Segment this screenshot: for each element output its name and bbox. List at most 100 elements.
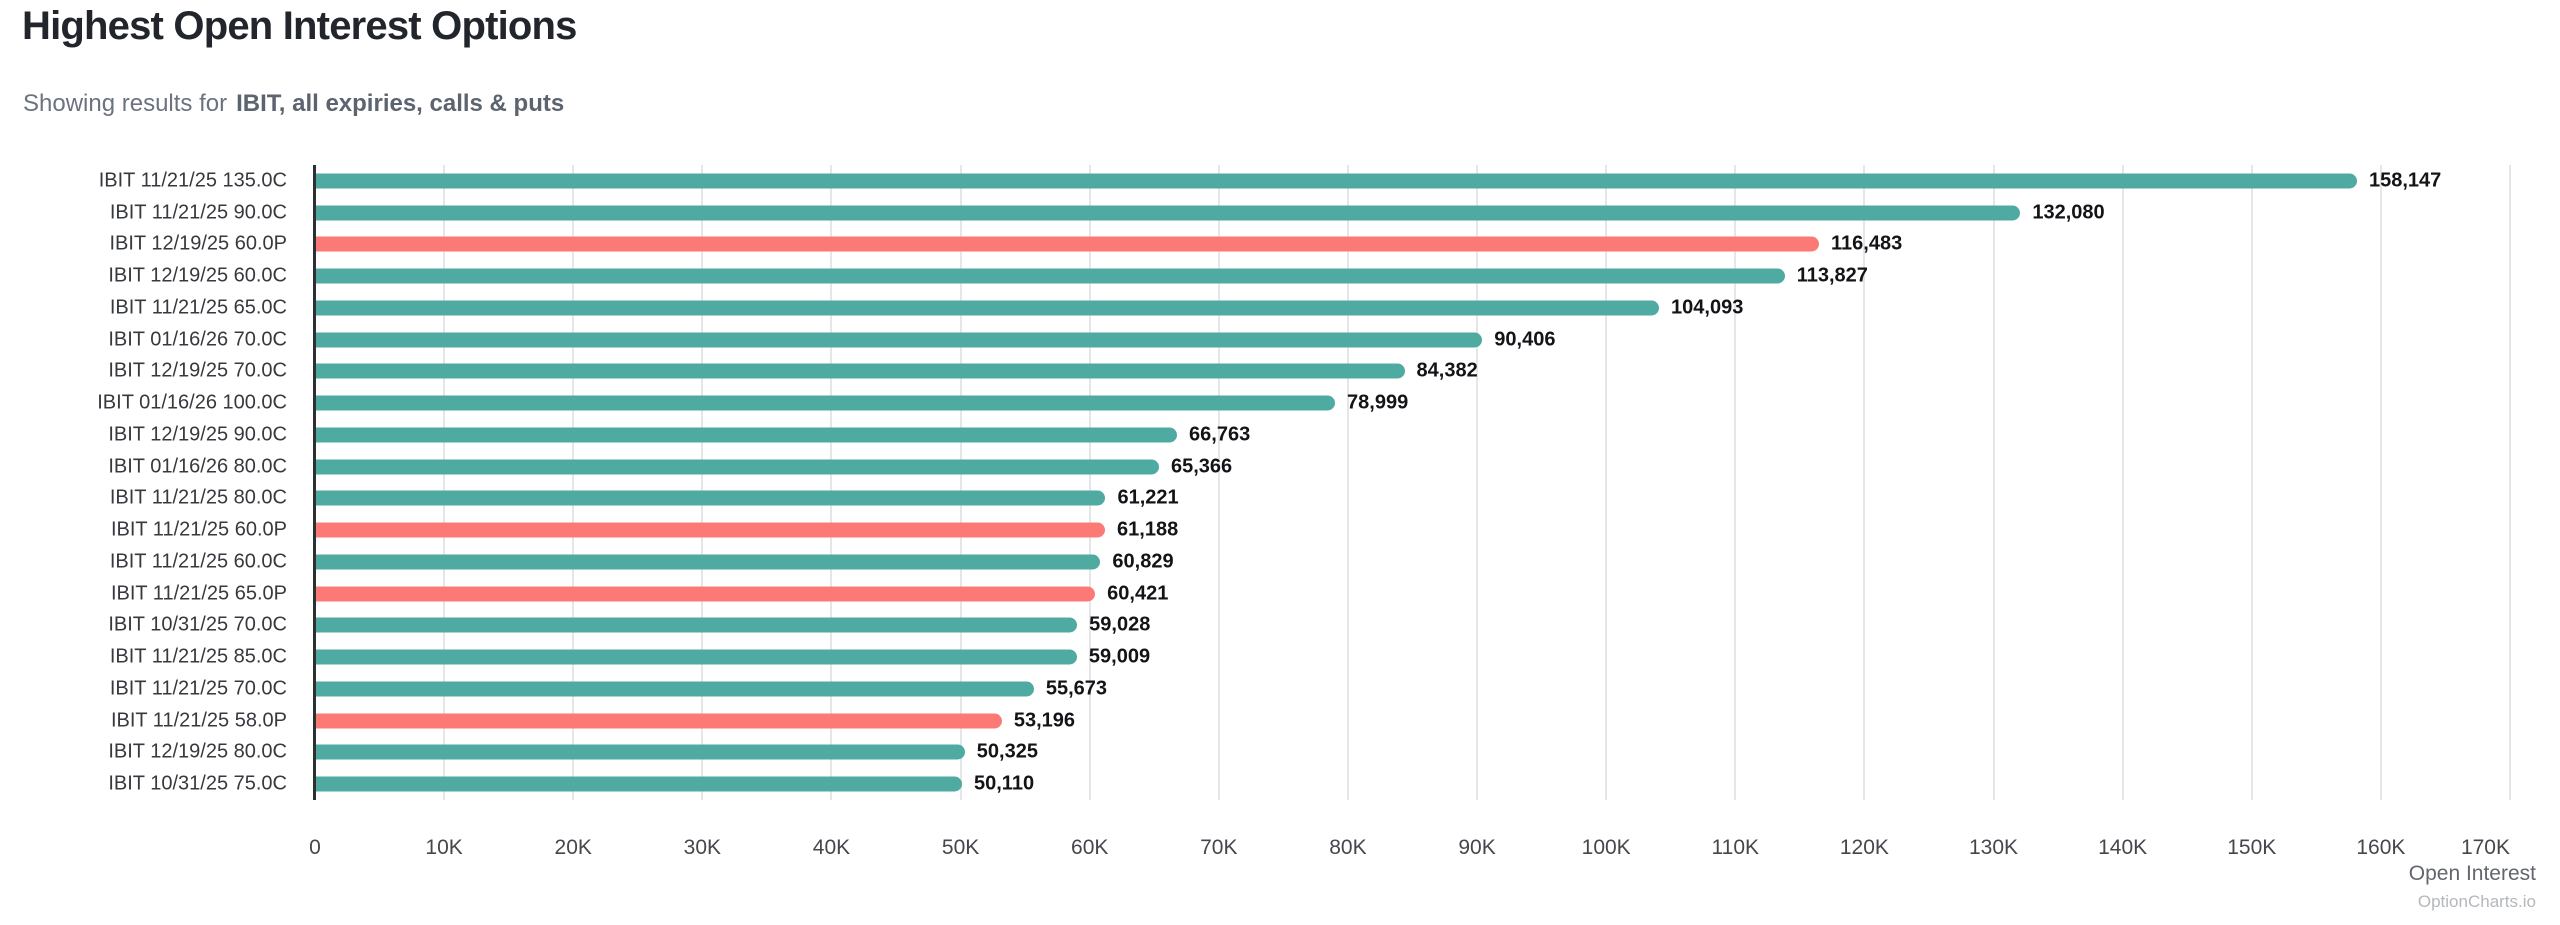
oi-bar-call[interactable] — [315, 459, 1159, 475]
category-label: IBIT 11/21/25 80.0C — [109, 486, 287, 509]
value-label: 113,827 — [1796, 264, 1868, 287]
gridline — [830, 165, 833, 800]
subtitle-filter-summary: IBIT, all expiries, calls & puts — [236, 90, 565, 117]
gridline — [2250, 165, 2253, 800]
category-label: IBIT 11/21/25 65.0P — [110, 582, 287, 605]
oi-bar-put[interactable] — [315, 522, 1106, 538]
value-label: 53,196 — [1013, 709, 1076, 732]
oi-bar-put[interactable] — [315, 713, 1002, 729]
category-label: IBIT 10/31/25 75.0C — [108, 772, 287, 795]
value-label: 50,325 — [976, 740, 1038, 763]
oi-bar-call[interactable] — [315, 744, 965, 760]
gridline — [959, 165, 962, 800]
oi-bar-call[interactable] — [315, 268, 1785, 284]
value-label: 59,028 — [1089, 613, 1151, 636]
oi-bar-call[interactable] — [315, 300, 1660, 316]
x-tick-label: 140K — [2098, 836, 2148, 859]
value-label: 84,382 — [1416, 359, 1478, 382]
value-label: 104,093 — [1671, 296, 1744, 319]
gridline — [701, 165, 704, 800]
oi-bar-call[interactable] — [315, 617, 1078, 633]
gridline — [1346, 165, 1349, 800]
oi-bar-call[interactable] — [315, 395, 1336, 411]
value-label: 50,110 — [974, 772, 1035, 795]
subtitle: Showing results for IBIT, all expiries, … — [23, 90, 564, 118]
value-label: 55,673 — [1045, 677, 1107, 700]
x-tick-label: 110K — [1711, 836, 1760, 859]
subtitle-prefix: Showing results for — [23, 90, 228, 117]
x-tick-label: 30K — [683, 836, 722, 859]
x-tick-label: 40K — [812, 836, 851, 859]
x-tick-label: 100K — [1581, 836, 1631, 859]
x-tick-label: 50K — [941, 836, 980, 859]
gridline — [2509, 165, 2511, 800]
category-label: IBIT 11/21/25 135.0C — [98, 169, 287, 192]
oi-bar-call[interactable] — [315, 681, 1034, 697]
x-tick-label: 20K — [554, 836, 592, 859]
category-label: IBIT 11/21/25 70.0C — [109, 677, 287, 700]
x-axis-title: Open Interest — [2408, 862, 2536, 885]
category-label: IBIT 12/19/25 60.0P — [109, 232, 287, 255]
category-label: IBIT 01/16/26 80.0C — [108, 455, 287, 478]
category-label: IBIT 11/21/25 85.0C — [109, 645, 287, 668]
category-label: IBIT 12/19/25 70.0C — [108, 359, 287, 382]
category-label: IBIT 11/21/25 90.0C — [109, 201, 287, 224]
x-tick-label: 170K — [2460, 836, 2510, 859]
oi-bar-call[interactable] — [315, 554, 1101, 570]
watermark-optioncharts: OptionCharts.io — [2417, 892, 2536, 911]
x-tick-label: 120K — [1839, 836, 1889, 859]
y-axis-line — [313, 165, 316, 800]
category-label: IBIT 01/16/26 70.0C — [108, 328, 287, 351]
page-title: Highest Open Interest Options — [22, 4, 577, 48]
oi-bar-call[interactable] — [315, 490, 1106, 506]
oi-bar-call[interactable] — [315, 363, 1405, 379]
gridline — [2379, 165, 2382, 800]
category-label: IBIT 11/21/25 60.0C — [109, 550, 287, 573]
x-tick-label: 10K — [425, 836, 463, 859]
value-label: 65,366 — [1170, 455, 1233, 478]
value-label: 60,421 — [1107, 582, 1169, 605]
category-label: IBIT 12/19/25 80.0C — [108, 740, 287, 763]
gridline — [1734, 165, 1737, 800]
gridline — [1476, 165, 1479, 800]
oi-bar-call[interactable] — [315, 205, 2021, 221]
value-label: 132,080 — [2032, 201, 2105, 224]
x-tick-label: 90K — [1458, 836, 1496, 859]
value-label: 60,829 — [1112, 550, 1174, 573]
value-label: 66,763 — [1189, 423, 1251, 446]
category-label: IBIT 11/21/25 58.0P — [110, 709, 287, 732]
gridline — [1217, 165, 1220, 800]
gridline — [1992, 165, 1995, 800]
oi-bar-call[interactable] — [315, 332, 1483, 348]
value-label: 158,147 — [2368, 169, 2442, 192]
value-label: 61,188 — [1117, 518, 1179, 541]
category-label: IBIT 11/21/25 65.0C — [109, 296, 287, 319]
category-label: IBIT 01/16/26 100.0C — [97, 391, 287, 414]
value-label: 61,221 — [1117, 486, 1179, 509]
category-label: IBIT 12/19/25 90.0C — [108, 423, 287, 446]
x-tick-label: 60K — [1071, 836, 1109, 859]
x-tick-label: 0 — [309, 836, 321, 859]
category-label: IBIT 11/21/25 60.0P — [110, 518, 287, 541]
x-tick-label: 70K — [1200, 836, 1238, 859]
oi-bar-call[interactable] — [315, 173, 2357, 189]
value-label: 59,009 — [1088, 645, 1151, 668]
x-tick-label: 130K — [1968, 836, 2019, 859]
gridline — [2121, 165, 2124, 800]
oi-bar-put[interactable] — [315, 236, 1819, 252]
gridline — [443, 165, 446, 800]
oi-bar-call[interactable] — [315, 649, 1077, 665]
x-tick-label: 80K — [1329, 836, 1367, 859]
gridline — [1863, 165, 1866, 800]
x-tick-label: 150K — [2227, 836, 2277, 859]
gridline — [1605, 165, 1608, 800]
oi-bar-call[interactable] — [315, 776, 962, 792]
value-label: 78,999 — [1347, 391, 1409, 414]
oi-bar-call[interactable] — [315, 427, 1178, 443]
gridline — [572, 165, 575, 800]
category-label: IBIT 10/31/25 70.0C — [108, 613, 287, 636]
oi-bar-put[interactable] — [315, 586, 1096, 602]
gridline — [1088, 165, 1091, 800]
